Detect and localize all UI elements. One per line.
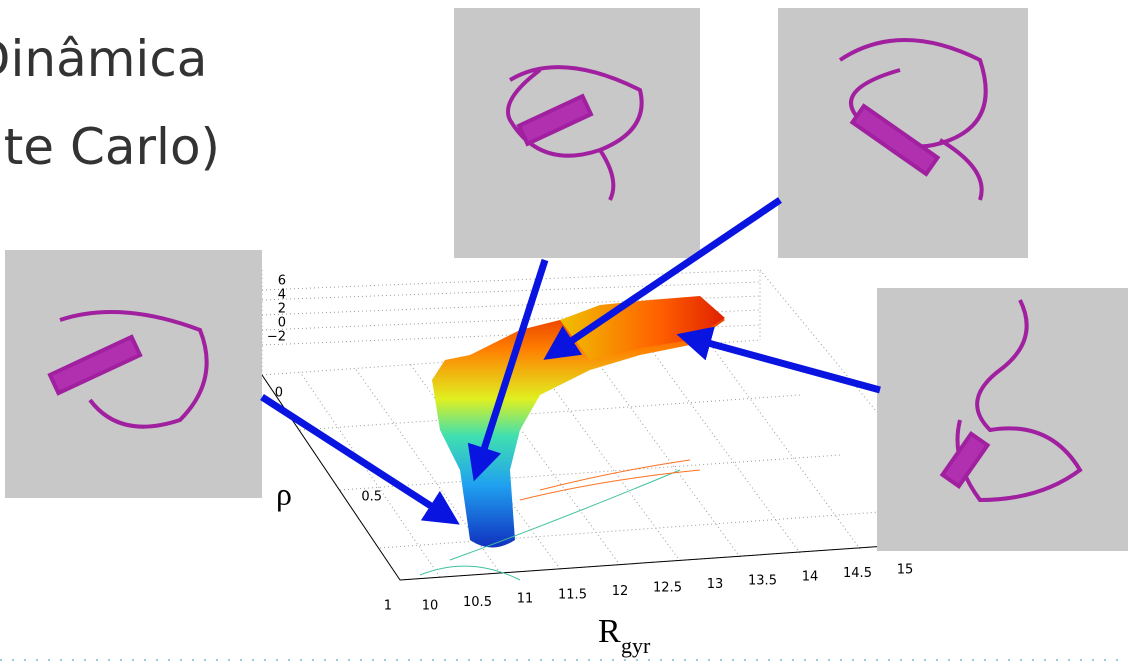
z-tick-label: 4 (278, 288, 286, 303)
structure-image (877, 288, 1128, 551)
rho-label: ρ (276, 475, 292, 511)
x-tick-label: 11.5 (558, 588, 587, 603)
z-tick-label: 0 (278, 316, 286, 331)
rgyr-label-sub: gyr (621, 633, 651, 658)
x-tick-label: 11 (517, 591, 534, 606)
z-tick-label: 6 (278, 274, 286, 289)
title-line: Dinâmica (0, 30, 208, 88)
x-tick-label: 10.5 (463, 595, 492, 610)
x-tick-label: 10 (422, 599, 439, 614)
x-tick-label: 14 (802, 570, 819, 585)
rho-tick-label: 0.5 (361, 490, 382, 505)
rgyr-label: R (598, 613, 621, 650)
structure-image (454, 8, 700, 258)
structure-image (5, 250, 262, 498)
arrows (260, 197, 881, 525)
title-line: nte Carlo) (0, 118, 221, 176)
rho-tick-label: 0 (275, 386, 283, 401)
x-tick-label: 15 (897, 563, 914, 578)
x-tick-label: 12 (612, 584, 629, 599)
structures (5, 8, 1128, 551)
rho-tick-label: 1 (384, 599, 392, 614)
x-tick-label: 13.5 (748, 573, 777, 588)
x-tick-label: 14.5 (843, 566, 872, 581)
x-tick-label: 12.5 (653, 581, 682, 596)
z-tick-label: −2 (267, 330, 286, 345)
axes (261, 374, 901, 581)
surface (419, 296, 725, 581)
z-tick-label: 2 (278, 302, 286, 317)
x-tick-label: 13 (707, 577, 724, 592)
